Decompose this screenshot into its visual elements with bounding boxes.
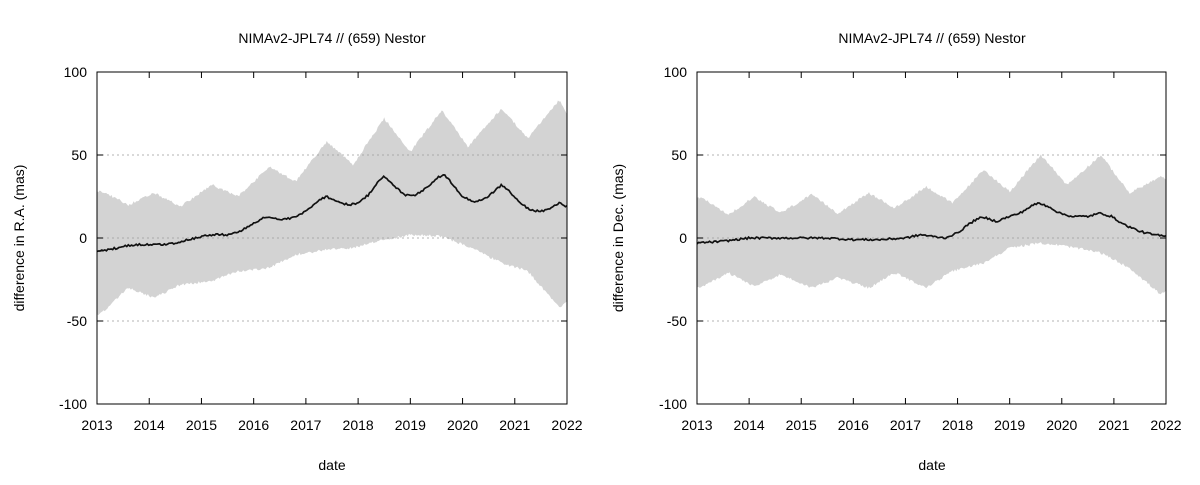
y-tick-label: -100 <box>59 396 87 412</box>
ra-difference-chart: NIMAv2-JPL74 // (659) Nestor -100 -50 0 50 1… <box>11 30 583 473</box>
y-axis-label: difference in Dec. (mas) <box>610 164 626 312</box>
x-tick-label: 2016 <box>838 417 869 433</box>
x-tick-label: 2013 <box>81 417 112 433</box>
x-tick-label: 2020 <box>1046 417 1077 433</box>
y-tick-label: -100 <box>659 396 687 412</box>
x-tick-label: 2022 <box>551 417 582 433</box>
x-tick-label: 2015 <box>186 417 217 433</box>
chart-title: NIMAv2-JPL74 // (659) Nestor <box>238 30 426 46</box>
x-tick-label: 2017 <box>290 417 321 433</box>
x-tick-label: 2013 <box>681 417 712 433</box>
x-tick-label: 2018 <box>942 417 973 433</box>
x-axis-label: date <box>318 457 345 473</box>
y-tick-label: 100 <box>64 64 88 80</box>
y-tick-label: 0 <box>679 230 687 246</box>
x-tick-label: 2018 <box>343 417 374 433</box>
y-tick-label: 100 <box>664 64 688 80</box>
uncertainty-band <box>97 100 567 316</box>
x-tick-label: 2014 <box>734 417 765 433</box>
dec-difference-chart: NIMAv2-JPL74 // (659) Nestor -100 -50 0 50 1… <box>610 30 1182 473</box>
x-axis-label: date <box>918 457 945 473</box>
y-axis-label: difference in R.A. (mas) <box>11 165 27 312</box>
y-tick-label: 0 <box>79 230 87 246</box>
x-tick-label: 2016 <box>238 417 269 433</box>
plot-area: -100 -50 0 50 100 2013 2014 2015 2016 2017 2018 201… <box>659 64 1182 433</box>
chart-title: NIMAv2-JPL74 // (659) Nestor <box>838 30 1026 46</box>
y-tick-label: 50 <box>71 147 87 163</box>
x-tick-label: 2021 <box>499 417 530 433</box>
x-tick-label: 2021 <box>1098 417 1129 433</box>
x-tick-label: 2019 <box>994 417 1025 433</box>
x-tick-label: 2015 <box>786 417 817 433</box>
y-tick-label: -50 <box>67 313 87 329</box>
y-tick-label: 50 <box>671 147 687 163</box>
difference-series-line <box>696 202 1167 245</box>
uncertainty-band <box>697 154 1166 295</box>
x-tick-label: 2017 <box>890 417 921 433</box>
plot-area: -100 -50 0 50 100 2013 2014 2015 2016 2017 2018 201… <box>59 64 583 433</box>
y-tick-label: -50 <box>667 313 687 329</box>
x-tick-label: 2020 <box>447 417 478 433</box>
x-tick-label: 2019 <box>395 417 426 433</box>
x-tick-label: 2022 <box>1150 417 1181 433</box>
x-tick-label: 2014 <box>134 417 165 433</box>
difference-series-line <box>96 174 568 253</box>
